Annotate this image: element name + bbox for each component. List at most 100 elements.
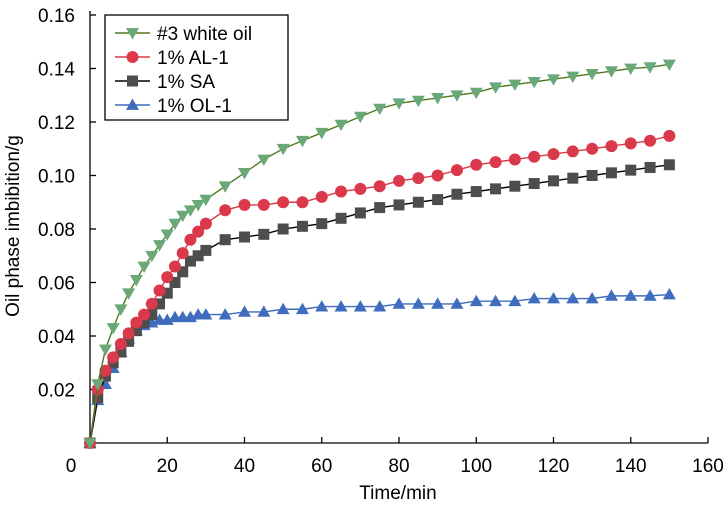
data-point — [99, 364, 112, 377]
data-point — [450, 90, 464, 102]
data-point — [469, 294, 483, 307]
data-point — [469, 87, 483, 100]
data-point — [625, 164, 637, 176]
data-point — [489, 82, 503, 94]
data-point — [98, 344, 112, 356]
x-tick-label: 40 — [234, 456, 255, 477]
x-axis-title: Time/min — [359, 483, 436, 504]
origin-tick-label: 0 — [66, 456, 77, 477]
data-point — [566, 71, 580, 84]
data-point — [354, 207, 366, 219]
data-point — [566, 292, 580, 304]
data-point — [663, 159, 675, 171]
data-point — [177, 266, 189, 278]
data-point — [257, 154, 271, 166]
legend-label: 1% AL-1 — [157, 48, 229, 69]
data-point — [315, 127, 329, 140]
data-point — [393, 199, 405, 211]
legend-label: #3 white oil — [157, 24, 252, 45]
legend-marker — [126, 98, 139, 110]
data-point — [183, 205, 197, 217]
data-point — [566, 145, 579, 158]
series-layer — [83, 59, 676, 450]
legend-label: 1% OL-1 — [157, 96, 232, 117]
data-point — [527, 77, 541, 89]
data-point — [528, 178, 540, 190]
data-point — [123, 335, 135, 347]
data-point — [257, 198, 270, 211]
data-point — [431, 93, 445, 105]
data-point — [431, 297, 445, 309]
data-point — [315, 190, 328, 203]
legend: #3 white oil 1% AL-1 1% SA 1% OL-1 — [104, 14, 289, 121]
series-1-sa — [84, 159, 675, 449]
data-point — [129, 274, 143, 287]
data-point — [663, 129, 676, 142]
data-point — [199, 217, 212, 230]
data-point — [585, 68, 599, 81]
data-point — [145, 250, 159, 263]
data-point — [605, 167, 617, 179]
data-point — [168, 260, 181, 273]
data-point — [184, 255, 196, 267]
data-point — [114, 304, 128, 316]
data-point — [107, 351, 120, 364]
data-point — [604, 289, 618, 301]
data-point — [169, 277, 181, 288]
legend-marker — [127, 75, 138, 87]
data-point — [393, 174, 405, 187]
data-point — [277, 196, 290, 209]
y-tick-label: 0.08 — [38, 220, 75, 241]
data-point — [115, 346, 127, 358]
axes: 20 40 60 80 100 120 140 160 0.02 0.04 0.06 0.08 0.1… — [38, 6, 724, 477]
data-point — [662, 288, 676, 300]
data-point — [548, 175, 559, 187]
data-point — [373, 103, 387, 116]
data-point — [644, 134, 657, 147]
data-point — [509, 180, 521, 192]
data-point — [489, 156, 502, 169]
legend-marker — [126, 51, 139, 63]
data-point — [662, 59, 676, 71]
data-point — [191, 200, 205, 212]
data-point — [161, 271, 174, 284]
data-point — [353, 300, 367, 312]
x-ticks: 20 40 60 80 100 120 140 160 — [157, 437, 724, 477]
data-point — [373, 180, 386, 193]
y-axis-title: Oil phase imbibition/g — [3, 135, 24, 317]
data-point — [354, 182, 367, 195]
data-point — [490, 183, 502, 195]
legend-item: 1% AL-1 — [115, 48, 229, 69]
data-point — [154, 298, 166, 310]
data-point — [176, 247, 189, 260]
data-point — [199, 194, 213, 207]
data-point — [374, 202, 386, 214]
data-point — [295, 302, 309, 315]
data-point — [218, 308, 232, 320]
data-point — [411, 297, 425, 309]
data-point — [547, 292, 560, 304]
data-point — [122, 327, 135, 340]
data-point — [624, 63, 638, 75]
data-point — [295, 135, 309, 148]
series-1-ol-1 — [83, 288, 676, 448]
data-point — [335, 185, 348, 198]
data-point — [586, 170, 598, 181]
legend-item: 1% OL-1 — [115, 96, 232, 117]
data-point — [238, 167, 251, 180]
y-tick-label: 0.12 — [38, 113, 75, 134]
data-point — [238, 198, 251, 211]
data-point — [586, 142, 599, 155]
legend-item: 1% SA — [115, 72, 215, 93]
x-tick-label: 120 — [538, 456, 570, 477]
data-point — [153, 240, 167, 252]
series-3-white-oil — [83, 59, 676, 450]
data-point — [644, 161, 656, 173]
data-point — [137, 261, 151, 273]
data-point — [219, 234, 231, 246]
legend-label: 1% SA — [157, 72, 215, 93]
data-point — [508, 79, 522, 92]
x-tick-label: 160 — [692, 456, 724, 477]
data-point — [145, 297, 158, 310]
